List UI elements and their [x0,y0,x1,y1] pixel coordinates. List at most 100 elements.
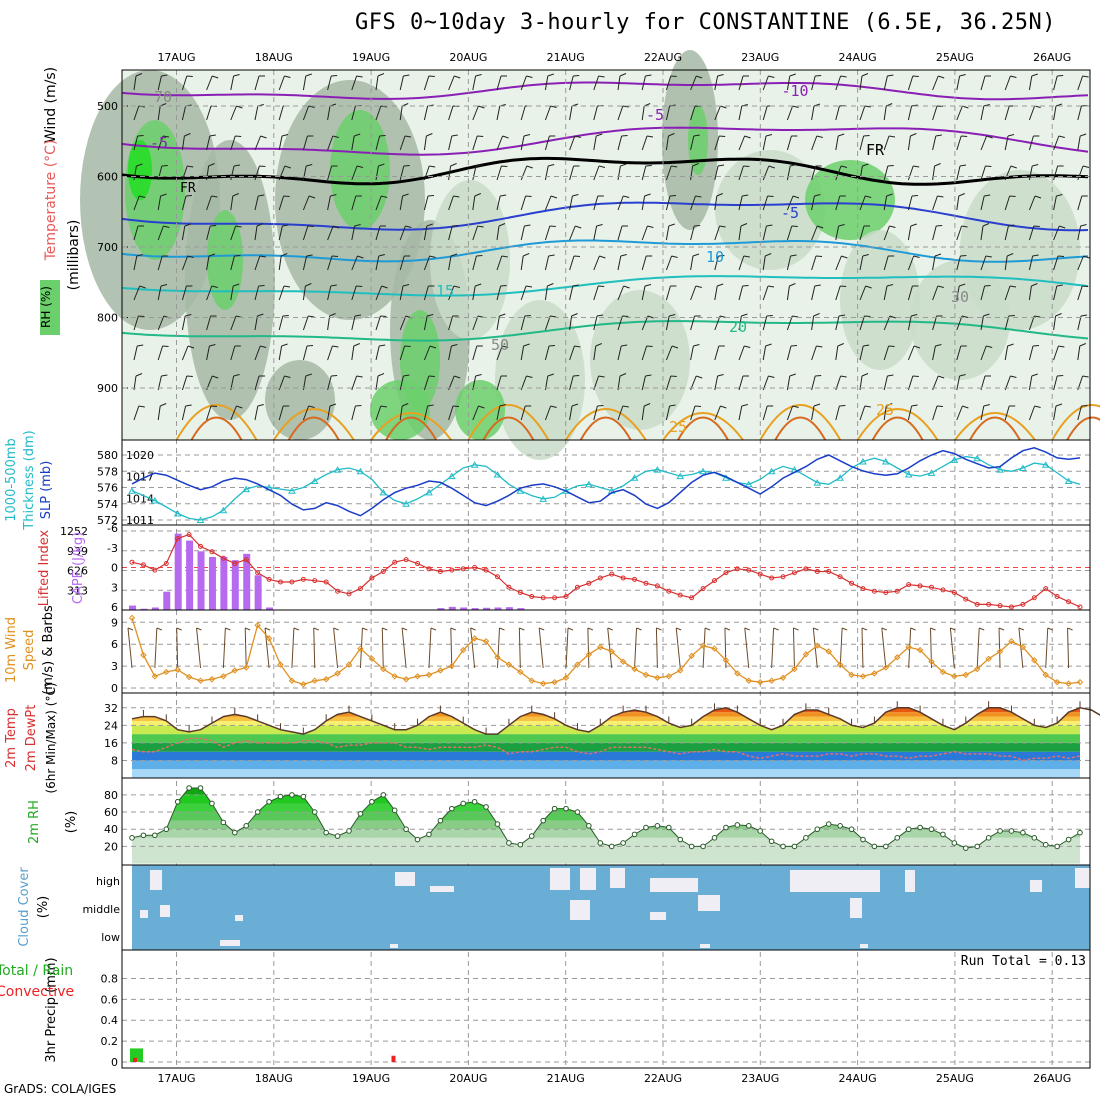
lifted-index-marker [929,584,935,590]
lifted-index-marker [483,567,489,573]
surface-wind-barb [196,627,202,669]
wind-speed-marker [711,645,718,652]
cloud-clear-patch [570,900,590,920]
wind-speed-marker [859,673,867,680]
rh-marker [951,840,958,846]
surface-wind-barb [771,627,779,669]
thickness-marker [310,477,319,484]
rh-marker [677,836,684,843]
contour-label-2: FR [866,141,885,159]
surface-wind-barb [1045,627,1053,669]
thickness-marker [744,480,753,488]
wind-barb [641,193,651,211]
wind-barb [278,405,290,421]
lifted-index-marker [814,568,820,574]
wind-barb [399,74,410,91]
cloud-clear-patch [150,870,162,890]
rh-marker [300,793,307,800]
surface-wind-barb [222,627,231,669]
wind-barb [714,164,725,181]
wind-barb [835,405,846,421]
xaxis-date-bottom-20AUG: 20AUG [449,1072,487,1085]
wind-barb [932,225,943,241]
cloud-clear-patch [395,872,415,886]
wind-barb [423,165,436,181]
rh-marker [848,826,855,833]
yaxis-tick-precip-0: 0 [111,1056,118,1069]
rh-marker [494,821,501,827]
yaxis-tick-cloud-middle: middle [82,903,120,916]
cape-bar [174,533,182,610]
wind-barb [1053,345,1065,361]
surface-wind-barb [607,627,613,669]
lifted-index-marker [1031,595,1037,601]
lifted-index-marker [666,588,672,594]
rh-marker [220,819,227,826]
panel-frame-slp [121,439,1091,526]
thickness-marker [584,480,593,488]
contour-label-0: -10 [781,82,808,100]
lifted-index-marker [654,583,660,589]
wind-barb [762,165,775,181]
rh-marker [791,843,798,850]
wind-barb [1004,134,1015,151]
wind-barb [1053,225,1066,241]
cloud-clear-patch [790,870,880,892]
rh-marker [1065,836,1072,843]
wind-speed-marker [265,635,273,642]
wind-barb [690,315,701,331]
wind-speed-marker [140,651,147,659]
lifted-index-marker [369,575,375,581]
wind-barb [157,74,168,91]
wind-barb [254,285,265,301]
wind-barb [714,255,725,271]
wind-barb [762,195,774,211]
wind-barb [883,225,896,241]
wind-speed-marker [939,668,947,676]
wind-barb [883,255,895,271]
wind-barb [690,134,700,151]
wind-barb [859,254,869,271]
thickness-marker [836,474,845,481]
thickness-marker [196,516,205,523]
wind-barb [617,135,628,151]
wind-speed-marker [414,673,421,680]
wind-barb [448,75,461,91]
lifted-index-marker [906,582,912,588]
wind-barb [472,283,482,301]
yaxis-tick-temp-16: 16 [104,737,118,750]
lifted-index-marker [403,557,409,563]
wind-speed-marker [368,655,376,663]
cloud-clear-patch [550,868,570,890]
surface-wind-barb [176,627,182,669]
lifted-index-marker [826,568,832,574]
yaxis-tick-thickness-580: 580 [97,449,118,462]
temp-contour-10 [121,239,1089,263]
lifted-index-marker [163,561,169,567]
wind-barb [980,75,991,91]
wind-speed-marker [345,661,353,668]
lifted-index-marker [335,588,341,594]
wind-speed-marker [1031,657,1038,664]
wind-barb [157,165,168,181]
temp-contour-minus5-upper [121,126,1089,156]
xaxis-date-top-19AUG: 19AUG [352,51,390,64]
xaxis-date-bottom-17AUG: 17AUG [157,1072,195,1085]
yaxis-tick-cape-626: 626 [67,565,88,578]
wind-barb [738,135,751,151]
panel-frame-precip [121,949,1091,1069]
ylabel-wind-3: (m/s) & Barbs [41,605,56,695]
wind-barb [786,315,799,331]
wind-barb [1077,285,1089,301]
lifted-index-marker [597,575,603,581]
lifted-index-marker [140,562,146,568]
cape-bar [505,607,513,610]
wind-barb [327,225,340,241]
lifted-index-marker [574,584,580,590]
rh-marker [574,809,581,815]
temp-contour-minus10 [121,81,1089,101]
wind-barb [399,135,412,151]
wind-barb [641,225,654,241]
wind-barb [181,165,194,181]
